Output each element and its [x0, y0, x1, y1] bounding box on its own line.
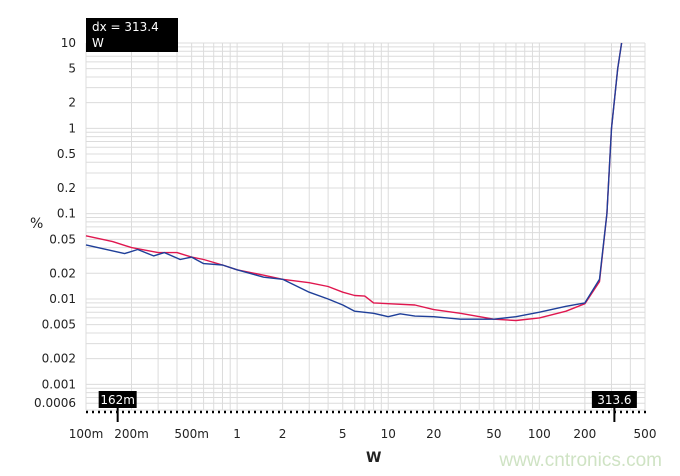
- y-tick-label: 0.005: [42, 318, 76, 332]
- x-tick-label: 10: [381, 427, 396, 441]
- series-line-1: [85, 42, 623, 322]
- y-tick-label: 0.5: [57, 147, 76, 161]
- x-tick-label: 20: [426, 427, 441, 441]
- watermark: www.cntronics.com: [499, 450, 662, 471]
- x-tick-label: 100m: [69, 427, 104, 441]
- y-tick-label: 10: [61, 36, 76, 50]
- y-axis-label: %: [30, 216, 43, 232]
- cursor-badge: [98, 391, 137, 408]
- x-tick-label: 100: [528, 427, 551, 441]
- x-tick-label: 500m: [174, 427, 209, 441]
- x-tick-label: 5: [339, 427, 347, 441]
- cursor-label: 162m: [100, 393, 135, 407]
- y-tick-label: 0.001: [42, 377, 76, 391]
- x-tick-label: 500: [634, 427, 657, 441]
- x-tick-label: 200: [573, 427, 596, 441]
- y-tick-label: 0.02: [49, 266, 76, 280]
- y-tick-label: 0.002: [42, 352, 76, 366]
- y-tick-label: 0.05: [49, 232, 76, 246]
- x-tick-label: 2: [279, 427, 287, 441]
- dx-readout: dx = 313.4 W: [86, 18, 178, 52]
- x-tick-label: 50: [486, 427, 501, 441]
- x-tick-label: 200m: [114, 427, 149, 441]
- series-line-2: [85, 42, 623, 320]
- y-tick-label: 0.1: [57, 207, 76, 221]
- cursor-label: 313.6: [597, 393, 631, 407]
- grid: [85, 42, 646, 411]
- series-lines: [85, 42, 623, 322]
- y-tick-label: 0.01: [49, 292, 76, 306]
- x-axis-label: W: [366, 450, 381, 466]
- y-tick-label: 5: [68, 62, 76, 76]
- tick-labels: 100m 200m 500m 1 2 5 10 20 50 100 200 500 10 5 2 1 0.5 0.…: [34, 36, 656, 441]
- x-tick-label: 1: [233, 427, 241, 441]
- y-tick-label: 2: [68, 96, 76, 110]
- cursor-badge: [591, 391, 637, 408]
- cursors[interactable]: 162m 313.6: [98, 391, 637, 422]
- y-tick-label: 0.2: [57, 181, 76, 195]
- y-tick-label: 1: [68, 121, 76, 135]
- y-tick-label: 0.0006: [34, 396, 76, 410]
